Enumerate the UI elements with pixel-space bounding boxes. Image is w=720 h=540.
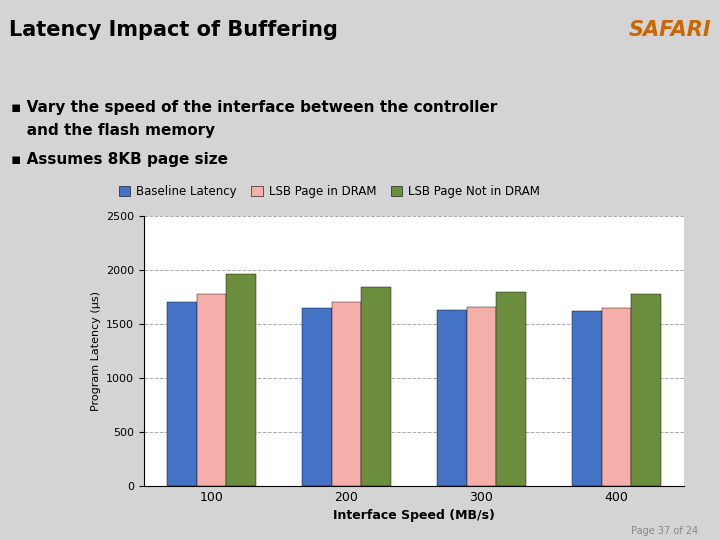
Text: Page 37 of 24: Page 37 of 24: [631, 525, 698, 536]
Bar: [226, 274, 256, 486]
Bar: [496, 292, 526, 486]
Bar: [332, 302, 361, 486]
Bar: [197, 294, 226, 486]
Bar: [167, 302, 197, 486]
Bar: [631, 294, 661, 486]
Bar: [437, 310, 467, 486]
Text: Latency Impact of Buffering: Latency Impact of Buffering: [9, 20, 338, 40]
Text: SAFARI: SAFARI: [629, 20, 711, 40]
Text: ▪ Assumes 8KB page size: ▪ Assumes 8KB page size: [11, 152, 228, 167]
Legend: Baseline Latency, LSB Page in DRAM, LSB Page Not in DRAM: Baseline Latency, LSB Page in DRAM, LSB …: [114, 180, 545, 203]
Bar: [361, 287, 391, 486]
Bar: [467, 307, 496, 486]
Text: ▪ Vary the speed of the interface between the controller: ▪ Vary the speed of the interface betwee…: [11, 100, 497, 115]
Y-axis label: Program Latency (μs): Program Latency (μs): [91, 291, 101, 411]
Bar: [302, 308, 332, 486]
Bar: [572, 310, 602, 486]
Bar: [602, 308, 631, 486]
Text: and the flash memory: and the flash memory: [11, 123, 215, 138]
X-axis label: Interface Speed (MB/s): Interface Speed (MB/s): [333, 509, 495, 522]
